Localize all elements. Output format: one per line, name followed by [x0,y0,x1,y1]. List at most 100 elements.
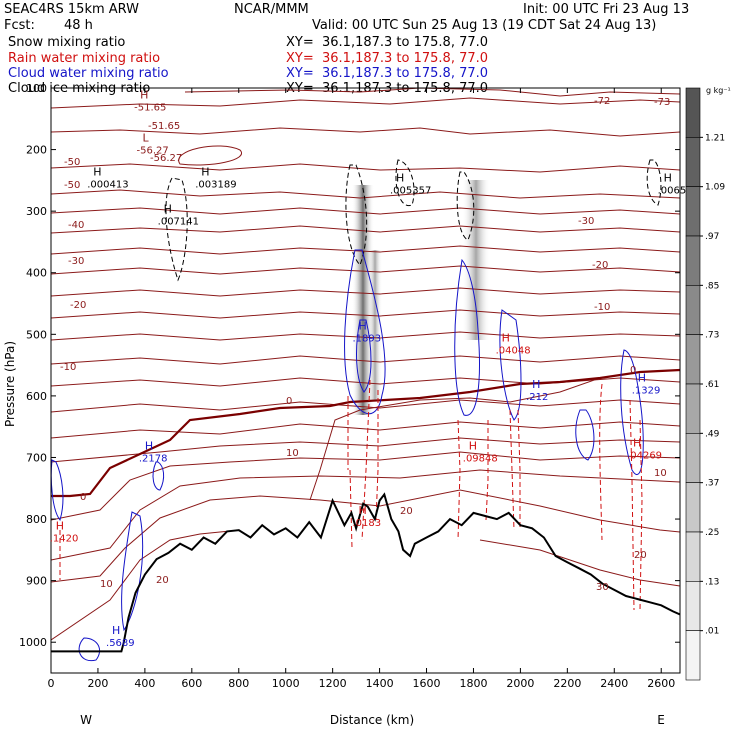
colorbar-segment [685,531,701,582]
colorbar-label: .01 [705,627,719,637]
extremum-marker: H [201,165,209,178]
x-tick-label: 600 [181,677,202,690]
x-tick-label: 1400 [366,677,394,690]
colorbar-segment [685,137,701,187]
extremum-value: .005357 [390,186,431,197]
plot-frame [50,87,681,674]
isotherm-label: 10 [654,468,667,479]
extremum-marker: H [469,439,477,452]
field-xy-rain: XY= 36.1,187.3 to 175.8, 77.0 [286,51,489,66]
rain-contours [59,379,643,611]
y-tick-label: 1000 [19,636,47,649]
field-xy-cloud-water: XY= 36.1,187.3 to 175.8, 77.0 [286,66,489,81]
isotherm [51,489,680,583]
isotherm [51,309,680,319]
field-label-cloud-water: Cloud water mixing ratio [8,66,169,81]
isotherm-label: -50 [64,180,80,191]
cloud-water-contour [78,637,100,662]
extremum-marker: H [145,439,153,452]
x-tick-label: 1600 [413,677,441,690]
model-name: SEAC4RS 15km ARW [4,2,140,17]
snow-contours [165,159,662,282]
extremum-marker: H [93,165,101,178]
colorbar-label: 1.21 [705,133,725,143]
y-tick-label: 800 [26,513,47,526]
center-name: NCAR/MMM [234,2,309,17]
colorbar-label: .97 [705,232,719,242]
cloud-water-contour [344,249,386,415]
extremum-value: .09848 [463,453,498,464]
isotherm-label: -56.27 [150,153,182,164]
isotherm [184,88,680,97]
isotherm [51,529,241,641]
isotherm-label: 30 [596,582,609,593]
colorbar-segment [685,235,701,286]
rain-contour [457,419,461,541]
isotherm-label: 20 [634,550,647,561]
isotherm-label: -40 [68,220,84,231]
extremum-value: .007141 [158,216,199,227]
isotherm-label: -10 [594,302,610,313]
ice-shading-plume [368,250,382,400]
isotherm-label: 20 [156,575,169,586]
extremum-value: .1420 [50,534,79,545]
colorbar-label: .37 [705,479,719,489]
x-tick-label: 1000 [272,677,300,690]
extremum-marker: H [638,372,646,385]
extremum-marker: H [633,436,641,449]
isotherm [51,399,680,413]
cloud-water-contour [51,459,64,522]
isotherm-label: 10 [286,448,299,459]
isotherm [51,421,680,439]
ice-shading-plume [462,180,490,340]
extremum-marker: H [396,172,404,185]
x-tick-label: 800 [228,677,249,690]
extremum-value: -51.65 [134,102,166,113]
isotherm-label: -51.65 [148,121,180,132]
freezing-level-line [51,368,680,498]
extremum-marker: H [358,504,366,517]
y-tick-label: 900 [26,575,47,588]
isotherm [51,437,680,463]
colorbar-label: .25 [705,528,719,538]
extremum-marker: H [140,88,148,101]
rain-contour [347,396,353,549]
colorbar-segment [685,87,701,138]
extremum-value: .0183 [352,518,381,529]
x-axis: 0 200 400 600 800 1000 1200 1400 1600 1800 2000 220… [48,88,675,690]
extremum-marker: H [358,319,366,332]
rain-contour [517,409,521,530]
colorbar-unit: g kg⁻¹ [706,86,731,95]
colorbar-label: .49 [705,429,720,439]
colorbar-segment [685,285,701,335]
x-tick-label: 2000 [506,677,534,690]
colorbar-segment [685,383,701,434]
isotherm-label: -20 [70,300,86,311]
rain-contour [599,383,603,541]
isotherm-label: 0 [286,396,292,407]
cloud-water-contour [454,258,480,416]
isotherm-label: 0 [630,365,636,376]
colorbar-label: 1.09 [705,183,725,193]
isotherm-label: -73 [654,97,670,108]
y-tick-label: 400 [26,267,47,280]
x-tick-label: 2600 [647,677,675,690]
isotherm [51,265,680,275]
isotherm [51,189,680,199]
extremum-value: .000413 [87,179,128,190]
colorbar-segment [685,186,701,237]
extremum-value: .006533 [658,186,699,197]
colorbar-label: .61 [705,380,719,390]
colorbar-label: .85 [705,281,719,291]
extremum-value: .2178 [139,453,168,464]
forecast-label: Fcst: [4,18,35,33]
colorbar-segment [685,581,701,631]
extremum-marker: H [164,202,172,215]
isotherm-label: -30 [68,256,84,267]
field-xy-snow: XY= 36.1,187.3 to 175.8, 77.0 [286,35,489,50]
rain-contour [485,420,489,521]
isotherm [51,97,680,109]
extremum-value: .04048 [496,346,531,357]
isotherm-label: -20 [592,260,608,271]
extremum-value: .04269 [627,450,662,461]
